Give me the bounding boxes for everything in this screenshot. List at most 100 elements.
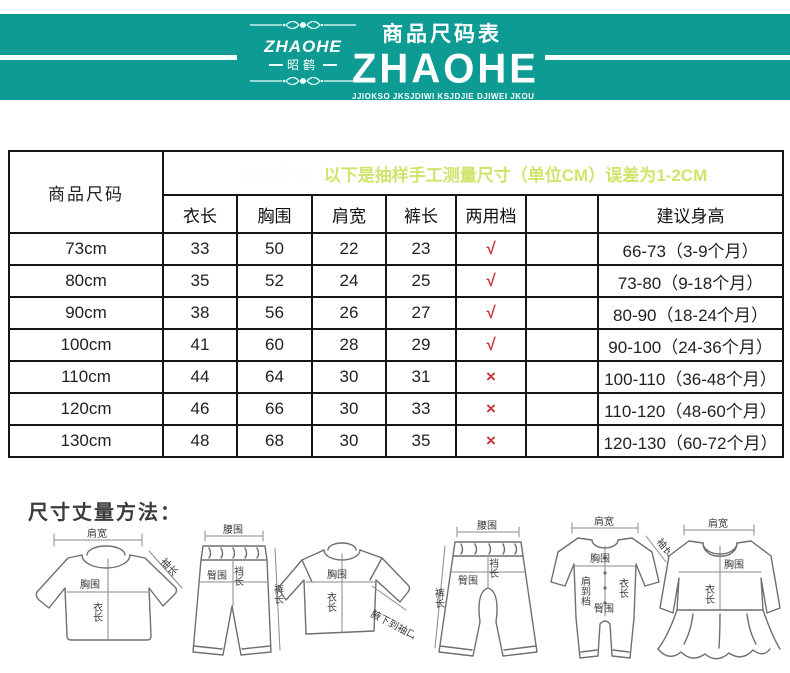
cross-mark: × (486, 399, 496, 418)
column-header: 胸围 (236, 194, 313, 234)
table-row: 130cm 48 68 30 35 × 120-130（60-72个月） (8, 424, 785, 458)
measure-cell: 56 (236, 296, 313, 330)
romper-shoulder-to-crotch-label: 肩到档 (579, 575, 591, 606)
pants-diagram: 腰围 臀围 裆长 裤长 (192, 524, 284, 656)
measure-cell: 25 (385, 264, 457, 298)
measure-cell: 26 (311, 296, 387, 330)
pants-waist-label: 腰围 (223, 524, 243, 536)
romper-hip-label: 臀围 (594, 603, 614, 615)
measure-cell: 24 (311, 264, 387, 298)
open-pants-waist-label: 腰围 (477, 520, 497, 532)
measure-cell: 30 (311, 392, 387, 426)
column-header: 建议身高 (596, 194, 785, 234)
measure-cell: 52 (236, 264, 313, 298)
measure-cell: 28 (311, 328, 387, 362)
measuring-method-heading: 尺寸丈量方法： (28, 502, 182, 524)
measure-cell: 23 (385, 232, 457, 266)
empty-cell (525, 392, 599, 426)
size-column-header: 商品尺码 (8, 150, 164, 234)
open-pants-crotch-label: 裆长 (487, 557, 499, 578)
measure-cell: 46 (162, 392, 238, 426)
measure-cell: 64 (236, 360, 313, 394)
size-cell: 100cm (8, 328, 164, 362)
height-range-cell: 66-73（3-9个月） (596, 232, 785, 266)
measure-cell: 35 (162, 264, 238, 298)
check-mark: √ (486, 303, 496, 322)
empty-cell (525, 232, 599, 266)
dress-chest-label: 胸围 (724, 558, 744, 571)
romper-length-label: 衣长 (617, 577, 629, 598)
measure-cell: 50 (236, 232, 313, 266)
pants-crotch-label: 裆长 (232, 565, 244, 586)
open-pants-hip-label: 臀围 (458, 575, 478, 587)
tee-chest-label: 胸围 (80, 578, 100, 591)
measure-cell: 22 (311, 232, 387, 266)
raglan-tee-diagram: 胸围 衣长 腋下到袖口 (277, 542, 414, 642)
column-header: 裤长 (385, 194, 457, 234)
empty-cell (525, 328, 599, 362)
cross-mark: × (486, 367, 496, 386)
dual-use-cell: √ (455, 232, 527, 266)
height-range-cell: 73-80（9-18个月） (596, 264, 785, 298)
table-row: 110cm 44 64 30 31 × 100-110（36-48个月） (8, 360, 785, 394)
size-cell: 130cm (8, 424, 164, 458)
dress-shoulder-label: 肩宽 (708, 517, 728, 530)
dress-diagram: 肩宽 胸围 衣长 (657, 517, 781, 660)
column-header: 衣长 (162, 194, 238, 234)
check-mark: √ (486, 271, 496, 290)
check-mark: √ (486, 239, 496, 258)
measure-cell: 33 (162, 232, 238, 266)
brand-logo: ZHAOHE 昭鹤 (248, 17, 358, 97)
measure-cell: 30 (311, 424, 387, 458)
size-table: 商品尺码 商品尺寸：以下是抽样手工测量尺寸（单位CM）误差为1-2CM 衣长 胸… (8, 150, 785, 458)
raglan-chest-label: 胸围 (327, 568, 347, 581)
column-header (525, 194, 599, 234)
empty-cell (525, 264, 599, 298)
page-title: 商品尺码表 (382, 23, 502, 46)
measure-cell: 41 (162, 328, 238, 362)
empty-cell (525, 360, 599, 394)
column-header: 两用档 (455, 194, 527, 234)
dual-use-cell: × (455, 392, 527, 426)
top-white-strip (0, 0, 790, 14)
brand-name-large: ZHAOHE (352, 45, 539, 93)
note-text: 以下是抽样手工测量尺寸（单位CM）误差为1-2CM (323, 165, 708, 185)
height-range-cell: 90-100（24-36个月） (596, 328, 785, 362)
size-cell: 90cm (8, 296, 164, 330)
logo-dash-left (268, 63, 283, 66)
dual-use-cell: × (455, 360, 527, 394)
empty-cell (525, 296, 599, 330)
check-mark: √ (486, 335, 496, 354)
measure-cell: 31 (385, 360, 457, 394)
flourish-icon (250, 20, 356, 30)
empty-cell (525, 424, 599, 458)
open-pants-length-label: 裤长 (433, 587, 445, 608)
raglan-length-label: 衣长 (325, 591, 337, 612)
banner-rule-right (545, 55, 790, 60)
measure-cell: 48 (162, 424, 238, 458)
size-cell: 80cm (8, 264, 164, 298)
measure-cell: 38 (162, 296, 238, 330)
dual-use-cell: √ (455, 328, 527, 362)
table-row: 80cm 35 52 24 25 √ 73-80（9-18个月） (8, 264, 785, 298)
measure-cell: 66 (236, 392, 313, 426)
height-range-cell: 110-120（48-60个月） (596, 392, 785, 426)
size-cell: 110cm (8, 360, 164, 394)
measure-cell: 35 (385, 424, 457, 458)
tee-diagram: 肩宽 袖长 胸围 衣长 (35, 527, 183, 641)
measure-cell: 68 (236, 424, 313, 458)
table-row: 90cm 38 56 26 27 √ 80-90（18-24个月） (8, 296, 785, 330)
dual-use-cell: × (455, 424, 527, 458)
tee-sleeve-label: 袖长 (158, 555, 181, 578)
romper-chest-label: 胸围 (590, 552, 610, 565)
tee-shoulder-label: 肩宽 (87, 527, 107, 540)
note-label: 商品尺寸： (238, 165, 324, 185)
column-header: 肩宽 (311, 194, 387, 234)
dual-use-cell: √ (455, 296, 527, 330)
table-row: 73cm 33 50 22 23 √ 66-73（3-9个月） (8, 232, 785, 266)
romper-diagram: 肩宽 袖长 胸围 衣长 肩到档 臀围 (550, 516, 670, 659)
flourish-icon (250, 76, 356, 86)
tee-length-label: 衣长 (91, 601, 103, 622)
measure-cell: 60 (236, 328, 313, 362)
